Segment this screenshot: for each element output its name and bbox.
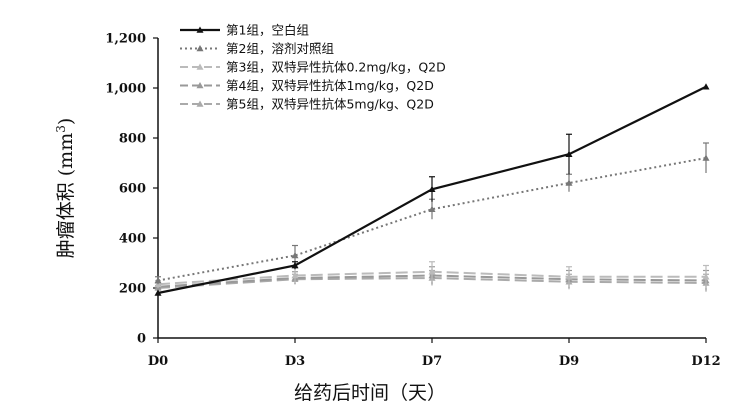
y-tick-label: 800 (119, 132, 146, 147)
x-tick-label: D12 (691, 354, 720, 369)
legend-label: 第4组，双特异性抗体1mg/kg，Q2D (226, 78, 434, 93)
x-tick-label: D3 (285, 354, 305, 369)
y-tick-label: 1,000 (105, 82, 146, 97)
data-point (565, 273, 573, 280)
data-point (702, 154, 710, 161)
x-tick-label: D0 (148, 354, 168, 369)
legend-item-5: 第5组，双特异性抗体5mg/kg、Q2D (180, 97, 434, 112)
series-layer (154, 83, 710, 296)
legend-marker (196, 63, 204, 70)
legend-marker (196, 26, 204, 33)
y-tick-label: 600 (119, 182, 146, 197)
legend-marker (196, 45, 204, 52)
legend-label: 第3组，双特异性抗体0.2mg/kg，Q2D (226, 60, 446, 75)
legend-label: 第1组，空白组 (226, 23, 309, 38)
y-axis-title: 肿瘤体积 (mm3) (54, 118, 77, 259)
legend-item-2: 第2组，溶剂对照组 (180, 41, 334, 56)
y-tick-label: 1,200 (105, 32, 146, 47)
data-point (565, 150, 573, 158)
legend-item-4: 第4组，双特异性抗体1mg/kg，Q2D (180, 78, 434, 93)
legend-marker (196, 100, 204, 107)
legend-label: 第5组，双特异性抗体5mg/kg、Q2D (226, 97, 434, 112)
x-tick-label: D7 (422, 354, 442, 369)
data-point (702, 273, 710, 280)
legend-marker (196, 82, 204, 89)
x-ticks: D0 D3 D7 D9 D12 (148, 338, 721, 369)
y-axis-title-close: ) (55, 118, 77, 125)
data-point (428, 185, 436, 193)
data-point (428, 268, 436, 275)
data-point (291, 262, 299, 269)
series-1 (154, 83, 710, 296)
data-point (291, 272, 299, 279)
y-axis-title-superscript: 3 (54, 125, 68, 133)
data-point (154, 277, 162, 284)
x-tick-label: D9 (559, 354, 579, 369)
y-axis-title-main: 肿瘤体积 (mm (55, 133, 77, 259)
y-tick-label: 200 (119, 282, 146, 297)
data-point (428, 205, 436, 213)
data-point (154, 289, 162, 296)
x-axis-title: 给药后时间（天） (294, 382, 446, 404)
legend-label: 第2组，溶剂对照组 (226, 41, 334, 56)
y-ticks: 0 200 400 600 800 1,000 1,200 (105, 32, 158, 347)
legend-item-1: 第1组，空白组 (180, 23, 309, 38)
data-point (291, 252, 299, 259)
y-tick-label: 0 (137, 332, 146, 347)
y-tick-label: 400 (119, 232, 146, 247)
legend-item-3: 第3组，双特异性抗体0.2mg/kg，Q2D (180, 60, 446, 75)
data-point (702, 83, 710, 90)
data-point (565, 179, 573, 186)
